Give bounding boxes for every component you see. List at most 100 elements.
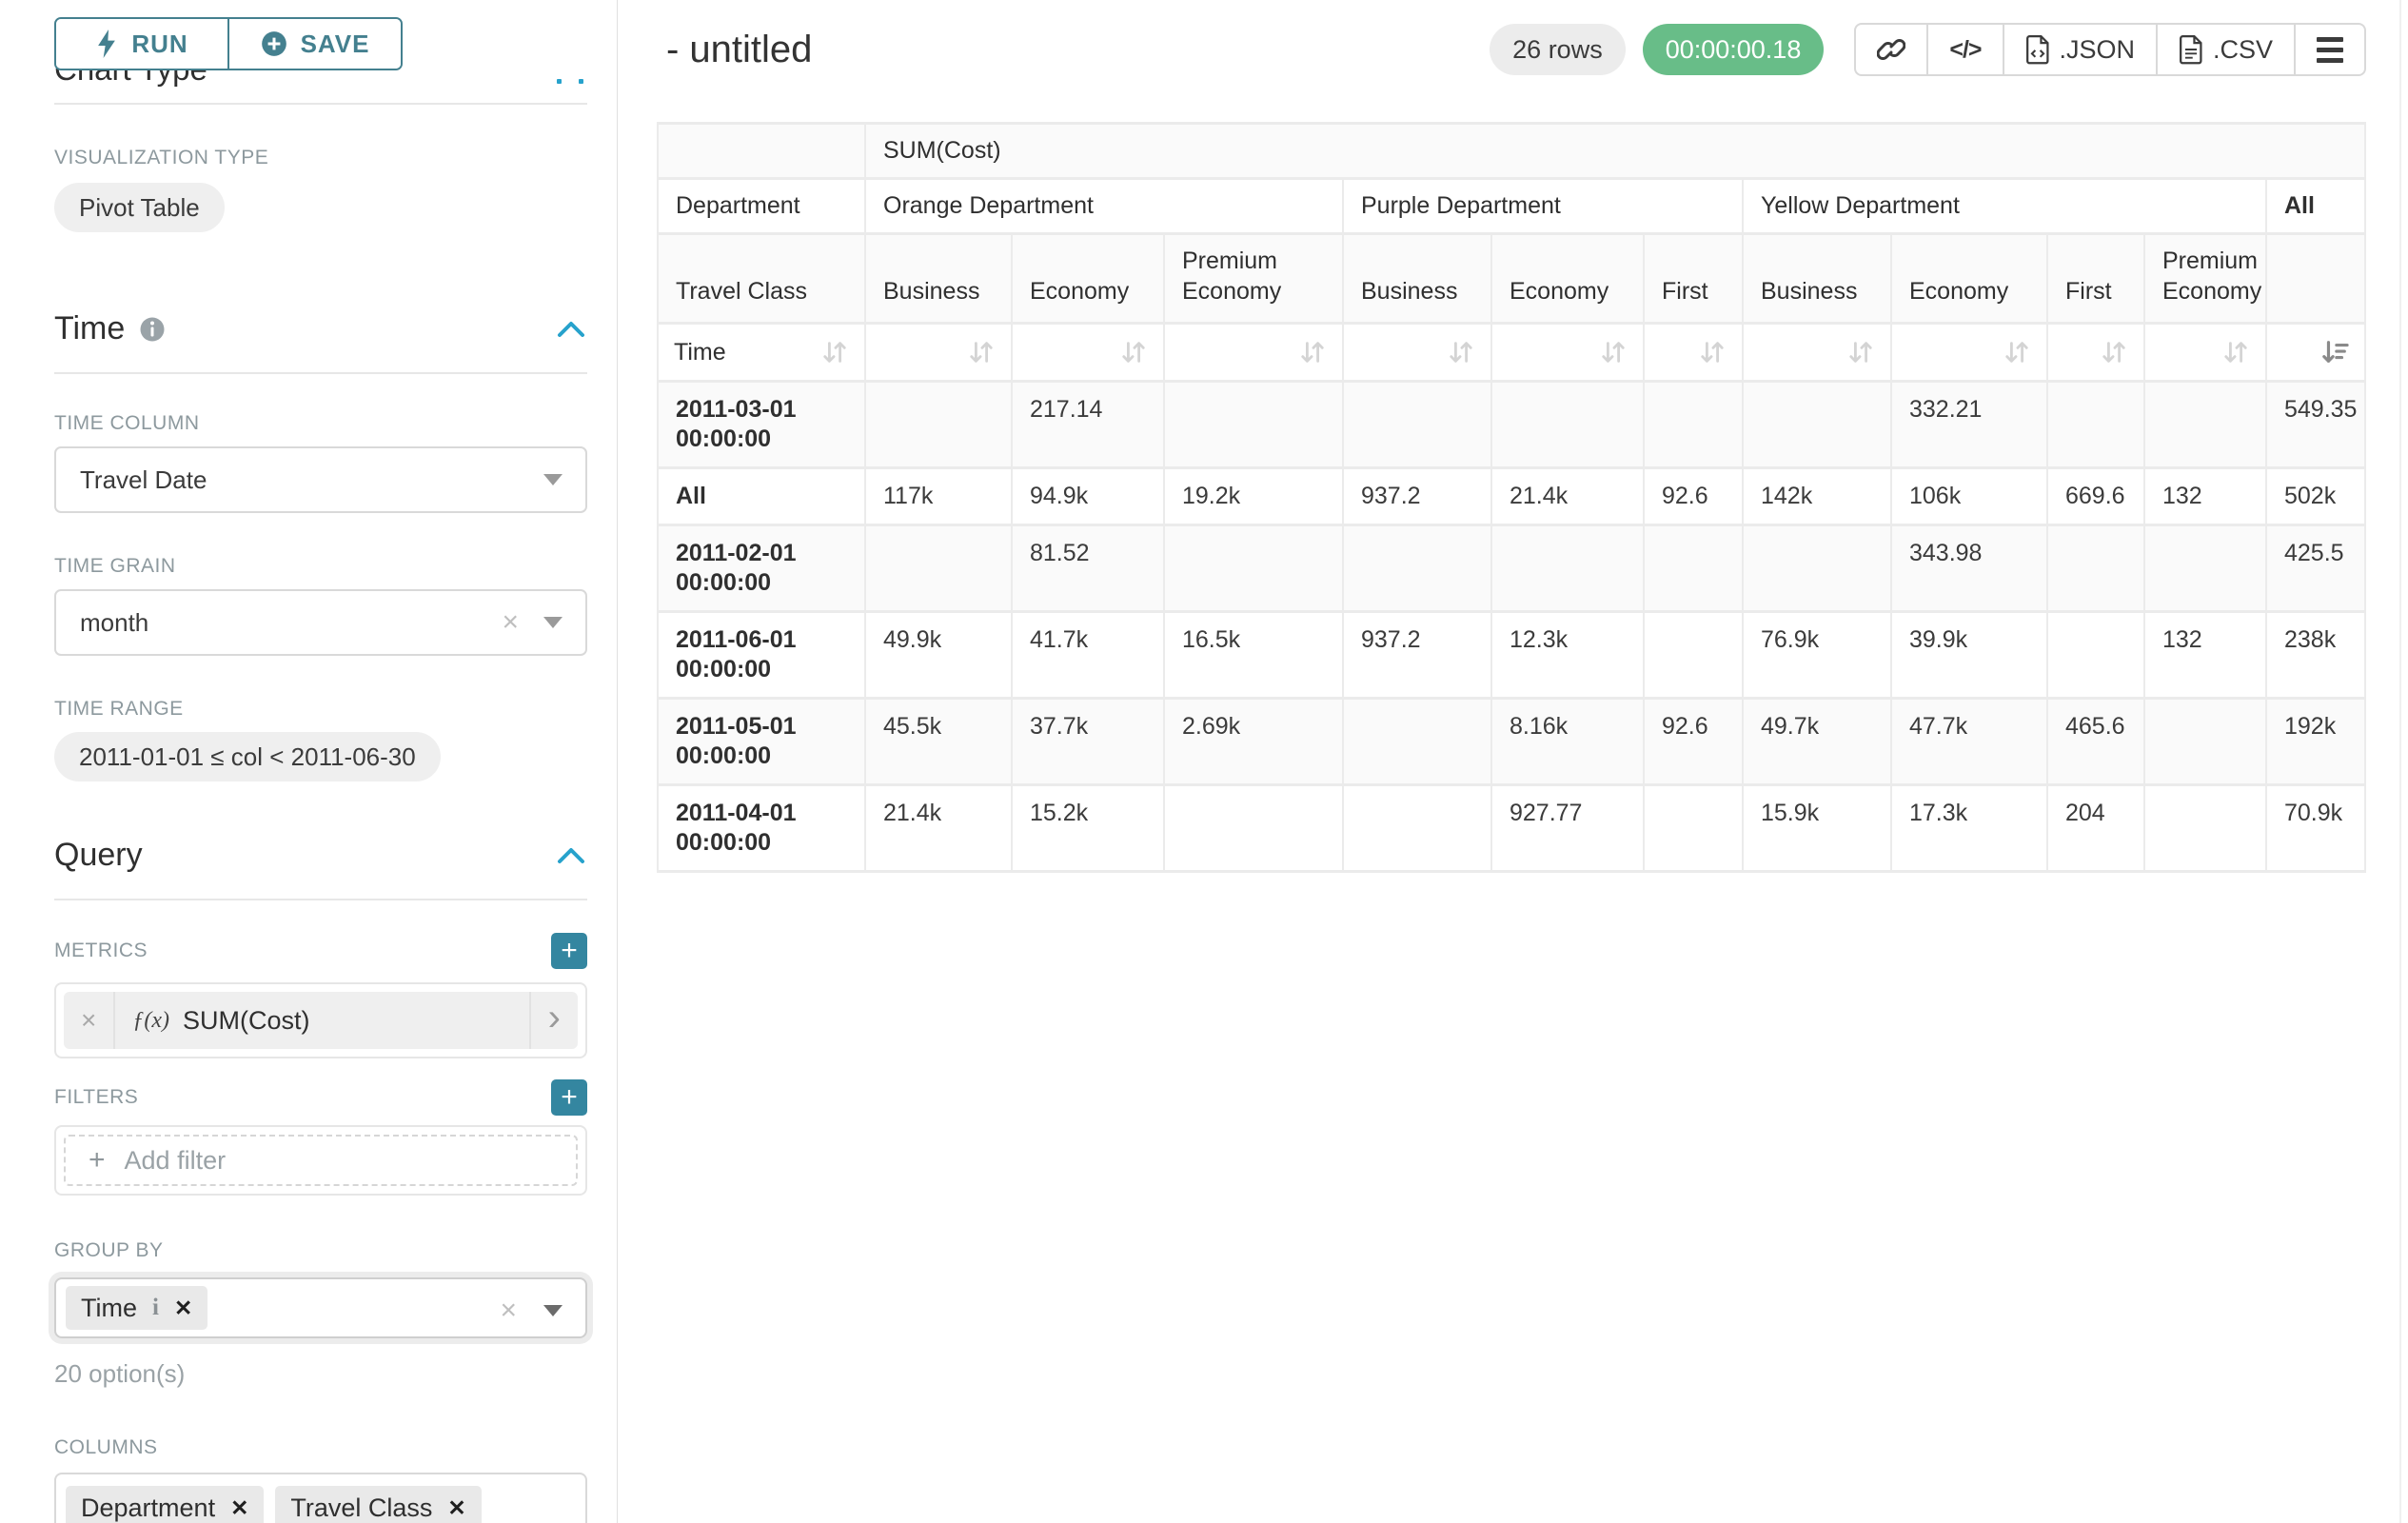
- chart-type-section-title: Chart Type: [54, 69, 207, 87]
- pivot-value-cell: 117k: [865, 467, 1013, 525]
- column-sort-cell: [2047, 323, 2145, 382]
- pivot-value-cell: [2144, 698, 2267, 785]
- pivot-value-cell: 343.98: [1891, 524, 2048, 612]
- pivot-value-cell: 142k: [1743, 467, 1892, 525]
- table-row: 2011-02-01 00:00:00 81.52 343.98 425.5: [657, 524, 2367, 612]
- time-column-value: Travel Date: [80, 465, 207, 494]
- time-column-select[interactable]: Travel Date: [54, 446, 587, 513]
- column-sort-cell: [2144, 323, 2267, 382]
- department-header-row: Department Orange Department Purple Depa…: [657, 178, 2367, 234]
- sort-icon[interactable]: [2003, 339, 2031, 366]
- collapse-chevron-clipped[interactable]: [557, 79, 583, 84]
- pivot-value-cell: 465.6: [2047, 698, 2145, 785]
- metrics-container: × ƒ(x) SUM(Cost) ›: [54, 982, 587, 1058]
- time-column-label: TIME COLUMN: [54, 412, 200, 434]
- json-file-icon: [2025, 35, 2049, 65]
- pivot-value-cell: [1343, 524, 1492, 612]
- info-icon: [140, 317, 165, 341]
- scrollbar-track[interactable]: [2399, 0, 2402, 1523]
- sort-icon[interactable]: [1298, 339, 1327, 366]
- sort-descending-icon[interactable]: [2320, 339, 2349, 366]
- pivot-value-cell: 49.7k: [1743, 698, 1892, 785]
- caret-down-icon[interactable]: [543, 617, 563, 628]
- chart-title[interactable]: - untitled: [666, 28, 813, 70]
- sort-icon[interactable]: [1447, 339, 1475, 366]
- chevron-right-icon[interactable]: ›: [528, 992, 578, 1049]
- pivot-value-cell: 94.9k: [1012, 467, 1165, 525]
- group-by-label: GROUP BY: [54, 1239, 164, 1261]
- share-link-button[interactable]: [1856, 25, 1926, 74]
- chevron-up-icon[interactable]: [555, 844, 587, 867]
- sort-icon[interactable]: [2221, 339, 2250, 366]
- clear-icon[interactable]: ×: [500, 1295, 517, 1326]
- tag-remove-icon[interactable]: ✕: [447, 1494, 466, 1520]
- export-button-group: </> .JSON: [1854, 23, 2367, 76]
- run-button[interactable]: RUN: [56, 19, 227, 69]
- columns-tag[interactable]: Travel Class ✕: [275, 1486, 482, 1523]
- table-row: 2011-03-01 00:00:00 217.14 332.21 549.35: [657, 381, 2367, 468]
- sort-icon[interactable]: [1846, 339, 1875, 366]
- save-button[interactable]: SAVE: [227, 19, 401, 69]
- row-header-cell: 2011-04-01 00:00:00: [657, 784, 866, 872]
- pivot-value-cell: 217.14: [1012, 381, 1165, 468]
- sort-icon[interactable]: [1698, 339, 1727, 366]
- corner-travel-class-label: Travel Class: [657, 233, 866, 324]
- travel-class-header: Business: [865, 233, 1013, 324]
- tag-info-icon[interactable]: i: [152, 1295, 159, 1320]
- sort-icon[interactable]: [820, 339, 849, 366]
- pivot-value-cell: 502k: [2266, 467, 2367, 525]
- time-grain-select[interactable]: month ×: [54, 589, 587, 656]
- export-csv-button[interactable]: .CSV: [2156, 25, 2294, 74]
- pivot-value-cell: 15.2k: [1012, 784, 1165, 872]
- pivot-value-cell: 425.5: [2266, 524, 2367, 612]
- group-by-select[interactable]: Time i ✕ ×: [54, 1277, 587, 1338]
- pivot-value-cell: 12.3k: [1491, 611, 1645, 699]
- time-grain-label: TIME GRAIN: [54, 555, 176, 577]
- pivot-table: SUM(Cost) Department Orange Department P…: [657, 122, 2367, 873]
- sort-header-row: Time: [657, 323, 2367, 382]
- group-by-tag[interactable]: Time i ✕: [66, 1286, 208, 1330]
- add-filter-button[interactable]: + Add filter: [64, 1135, 578, 1186]
- metric-item[interactable]: × ƒ(x) SUM(Cost) ›: [64, 992, 578, 1049]
- add-metric-button[interactable]: +: [551, 933, 587, 969]
- column-sort-cell: [1891, 323, 2048, 382]
- remove-metric-icon[interactable]: ×: [64, 992, 116, 1049]
- time-range-pill[interactable]: 2011-01-01 ≤ col < 2011-06-30: [54, 732, 441, 781]
- sort-icon[interactable]: [1119, 339, 1148, 366]
- pivot-value-cell: 47.7k: [1891, 698, 2048, 785]
- sort-icon[interactable]: [1599, 339, 1628, 366]
- columns-select[interactable]: Department ✕ Travel Class ✕ ×: [54, 1473, 587, 1523]
- view-query-button[interactable]: </>: [1926, 25, 2002, 74]
- chart-header: - untitled 26 rows 00:00:00.18 </: [657, 23, 2367, 76]
- filters-label-row: FILTERS +: [54, 1079, 587, 1116]
- section-divider: [54, 103, 587, 105]
- table-row: All 117k 94.9k 19.2k 937.2 21.4k 92.6 142k 106k 6…: [657, 467, 2367, 525]
- metric-label[interactable]: ƒ(x) SUM(Cost): [115, 992, 528, 1049]
- plus-circle-icon: [261, 31, 286, 56]
- caret-down-icon[interactable]: [543, 1305, 563, 1316]
- columns-tag[interactable]: Department ✕: [66, 1486, 265, 1523]
- column-sort-cell: [1164, 323, 1344, 382]
- add-filter-label: Add filter: [124, 1145, 227, 1175]
- tag-remove-icon[interactable]: ✕: [173, 1295, 193, 1320]
- pivot-value-cell: 21.4k: [865, 784, 1013, 872]
- tag-label: Time: [81, 1293, 137, 1322]
- pivot-value-cell: [1491, 524, 1645, 612]
- add-filter-plus-button[interactable]: +: [551, 1079, 587, 1116]
- viz-type-pill[interactable]: Pivot Table: [54, 183, 225, 232]
- chevron-up-icon[interactable]: [555, 318, 587, 341]
- clear-icon[interactable]: ×: [502, 606, 519, 638]
- table-row: 2011-06-01 00:00:00 49.9k 41.7k 16.5k 937.2 1…: [657, 611, 2367, 699]
- pivot-value-cell: [2047, 611, 2145, 699]
- time-section-title: Time: [54, 310, 126, 346]
- tag-remove-icon[interactable]: ✕: [230, 1494, 249, 1520]
- more-menu-button[interactable]: [2294, 25, 2364, 74]
- pivot-value-cell: [1343, 381, 1492, 468]
- sort-icon[interactable]: [967, 339, 996, 366]
- pivot-value-cell: 92.6: [1644, 467, 1744, 525]
- sort-icon[interactable]: [2100, 339, 2128, 366]
- department-group-header: Yellow Department: [1743, 178, 2267, 234]
- caret-down-icon[interactable]: [543, 474, 563, 485]
- time-sort-header: Time: [657, 323, 866, 382]
- export-json-button[interactable]: .JSON: [2002, 25, 2157, 74]
